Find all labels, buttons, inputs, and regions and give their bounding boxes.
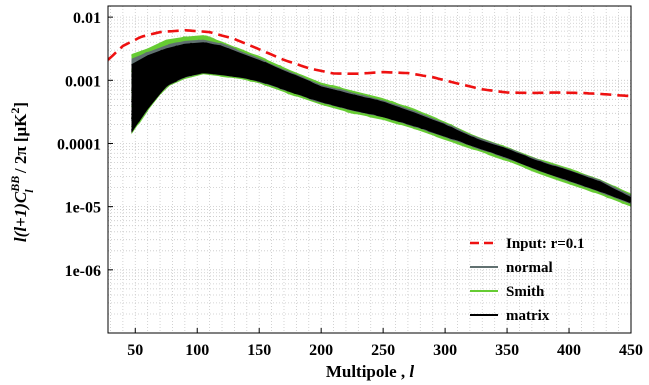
x-tick-label: 150 [247,342,271,359]
y-tick-label: 0.0001 [57,136,101,153]
legend-label: matrix [506,308,550,324]
realization-line [131,50,630,199]
realization-line [131,42,630,198]
x-tick-label: 400 [557,342,581,359]
x-tick-label: 200 [309,342,333,359]
series-matrix [131,42,631,203]
y-axis-title: l(l+1)CBBl / 2π [μK2] [8,102,36,242]
y-axis-title-unit-sup: 2 [8,108,22,114]
x-tick-label: 250 [371,342,395,359]
legend: Input: r=0.1 normal Smith matrix [470,236,585,324]
x-tick-label: 350 [495,342,519,359]
y-tick-label: 0.01 [73,10,101,27]
x-tick-label: 100 [185,342,209,359]
legend-entry: matrix [470,308,550,324]
legend-label: normal [506,260,553,276]
series-area [108,28,631,207]
x-tick-label: 300 [433,342,457,359]
legend-entry: Input: r=0.1 [470,236,585,252]
legend-entry: normal [470,260,553,276]
realization-line [131,65,630,202]
y-axis-title-sup: BB [8,176,22,193]
legend-label: Smith [506,284,545,300]
y-tick-label: 1e-05 [65,200,101,217]
legend-label: Input: r=0.1 [506,236,585,252]
x-axis-title: Multipole , l [326,362,415,381]
y-axis-title-prefix: l(l+1)C [11,191,30,242]
series-input-line [108,28,631,98]
realization-line [131,70,630,203]
realization-line [131,54,631,201]
plot-frame [107,5,632,334]
x-axis-title-text: Multipole , [326,362,410,381]
y-tick-label: 0.001 [65,73,101,90]
realization-line [131,42,631,199]
realization-line [131,66,630,202]
y-axis-title-close: ] [11,102,30,108]
y-axis-title-sub: l [22,189,36,193]
axis-ticks: 50 100 150 200 250 300 350 400 450 1e-06 1e-05 0.00… [57,10,643,359]
y-tick-label: 1e-06 [65,263,101,280]
y-axis-title-suffix: / 2π [μK [11,113,30,178]
x-tick-label: 50 [127,342,143,359]
realization-line [131,49,631,199]
x-tick-label: 450 [619,342,643,359]
x-axis-title-var: l [409,362,414,381]
legend-entry: Smith [470,284,545,300]
